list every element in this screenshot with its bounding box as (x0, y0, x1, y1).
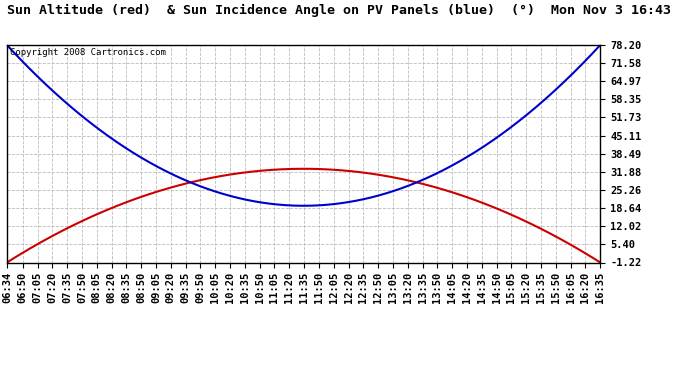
Text: Sun Altitude (red)  & Sun Incidence Angle on PV Panels (blue)  (°)  Mon Nov 3 16: Sun Altitude (red) & Sun Incidence Angle… (7, 4, 671, 17)
Text: Copyright 2008 Cartronics.com: Copyright 2008 Cartronics.com (10, 48, 166, 57)
